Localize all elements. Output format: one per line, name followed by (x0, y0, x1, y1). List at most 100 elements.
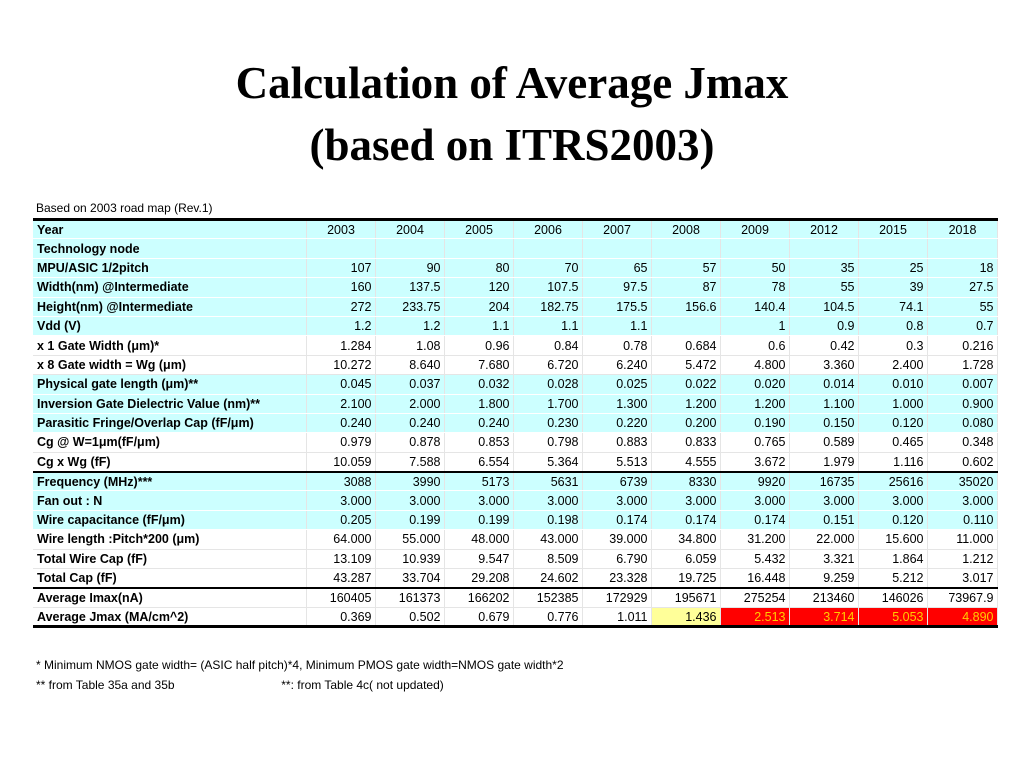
table-cell: 0.679 (444, 607, 514, 629)
table-cell: 1.116 (858, 452, 928, 473)
table-cell (651, 316, 721, 337)
table-cell: 16.448 (720, 568, 790, 589)
table-cell: 107 (306, 258, 376, 279)
table-cell: 0.853 (444, 432, 514, 453)
table-cell: 2.400 (858, 355, 928, 376)
table-row: Inversion Gate Dielectric Value (nm)** 2.… (33, 394, 998, 414)
table-cell: 204 (444, 297, 514, 317)
table-cell: 0.9 (789, 316, 859, 337)
table-cell: 0.798 (513, 432, 583, 453)
table-cell: 78 (720, 277, 790, 298)
table-cell: 39.000 (582, 529, 652, 550)
table-cell: 0.216 (927, 335, 998, 356)
table-cell: 33.704 (375, 568, 445, 589)
table-row: Cg @ W=1μm(fF/μm) 0.979 0.878 0.853 0.798 0.8… (33, 432, 998, 453)
table-cell: 1.284 (306, 335, 376, 356)
table-cell: 70 (513, 258, 583, 279)
table-cell: 0.199 (444, 510, 514, 531)
table-cell: 0.037 (375, 374, 445, 395)
slide-title: Calculation of Average Jmax (based on IT… (0, 52, 1024, 176)
table-cell: 43.000 (513, 529, 583, 550)
table-cell: 1.800 (444, 394, 514, 414)
table-cell: 5.212 (858, 568, 928, 589)
table-cell: 1 (720, 316, 790, 337)
table-cell: 0.198 (513, 510, 583, 531)
table-cell: 34.800 (651, 529, 721, 550)
table-cell: 275254 (720, 586, 790, 608)
table-cell: 0.025 (582, 374, 652, 395)
table-cell: 0.205 (306, 510, 376, 531)
table-row: Average Jmax (MA/cm^2) 0.369 0.502 0.679 0.7… (33, 607, 998, 629)
table-cell: 15.600 (858, 529, 928, 550)
table-row: Fan out : N 3.000 3.000 3.000 3.000 3.000 3.00… (33, 490, 998, 511)
table-cell: 120 (444, 277, 514, 298)
row-label: Physical gate length (μm)** (33, 374, 307, 395)
table-cell: 39 (858, 277, 928, 298)
table-cell: 3.000 (375, 490, 445, 511)
row-label: Frequency (MHz)*** (33, 470, 307, 492)
table-cell: 0.78 (582, 335, 652, 356)
table-cell: 3.714 (789, 607, 859, 629)
table-cell: 57 (651, 258, 721, 279)
table-cell: 0.230 (513, 413, 583, 434)
table-cell: 175.5 (582, 297, 652, 317)
table-cell: 5173 (444, 470, 514, 492)
table-cell: 3.000 (789, 490, 859, 511)
table-row: Total Wire Cap (fF) 13.109 10.939 9.547 8.50… (33, 549, 998, 570)
row-label: Inversion Gate Dielectric Value (nm)** (33, 394, 307, 414)
table-cell: 29.208 (444, 568, 514, 589)
table-row: x 1 Gate Width (μm)* 1.284 1.08 0.96 0.84 0.7… (33, 335, 998, 356)
table-cell: 64.000 (306, 529, 376, 550)
table-cell: 55 (927, 297, 998, 317)
table-row: Wire length :Pitch*200 (μm) 64.000 55.000 4… (33, 529, 998, 550)
table-cell: 6.720 (513, 355, 583, 376)
table-cell: 3.000 (927, 490, 998, 511)
table-cell (306, 238, 376, 259)
table-cell: 1.728 (927, 355, 998, 376)
table-row: Frequency (MHz)*** 3088 3990 5173 5631 6739 83… (33, 470, 998, 492)
table-cell: 6.554 (444, 452, 514, 473)
table-cell: 25616 (858, 470, 928, 492)
header-year: 2005 (444, 217, 514, 240)
table-cell: 10.939 (375, 549, 445, 570)
table-cell: 3.000 (444, 490, 514, 511)
table-cell: 43.287 (306, 568, 376, 589)
row-label: Average Jmax (MA/cm^2) (33, 607, 307, 629)
table-cell: 1.200 (651, 394, 721, 414)
table-cell: 50 (720, 258, 790, 279)
table-cell: 55.000 (375, 529, 445, 550)
table-cell: 0.502 (375, 607, 445, 629)
table-cell: 0.150 (789, 413, 859, 434)
table-cell: 25 (858, 258, 928, 279)
table-cell: 0.979 (306, 432, 376, 453)
table-cell: 1.000 (858, 394, 928, 414)
table-cell: 9.547 (444, 549, 514, 570)
table-cell: 0.190 (720, 413, 790, 434)
table-cell: 0.8 (858, 316, 928, 337)
table-cell: 5.053 (858, 607, 928, 629)
row-label: Height(nm) @Intermediate (33, 297, 307, 317)
table-cell: 18 (927, 258, 998, 279)
table-cell: 0.174 (582, 510, 652, 531)
table-cell: 22.000 (789, 529, 859, 550)
table-cell: 0.007 (927, 374, 998, 395)
table-cell: 11.000 (927, 529, 998, 550)
table-cell: 107.5 (513, 277, 583, 298)
table-cell: 0.028 (513, 374, 583, 395)
table-cell: 7.680 (444, 355, 514, 376)
table-cell: 0.589 (789, 432, 859, 453)
row-label: Average Imax(nA) (33, 586, 307, 608)
table-cell: 0.174 (651, 510, 721, 531)
table-cell: 160 (306, 277, 376, 298)
table-cell: 97.5 (582, 277, 652, 298)
table-row: x 8 Gate width = Wg (μm) 10.272 8.640 7.680… (33, 355, 998, 376)
table-cell: 8330 (651, 470, 721, 492)
table-cell: 2.000 (375, 394, 445, 414)
table-row: Width(nm) @Intermediate 160 137.5 120 107.5 9… (33, 277, 998, 298)
header-year: 2018 (927, 217, 998, 240)
table-cell: 1.1 (444, 316, 514, 337)
table-cell: 1.979 (789, 452, 859, 473)
row-label: Cg x Wg (fF) (33, 452, 307, 473)
table-cell: 0.684 (651, 335, 721, 356)
row-label: Wire capacitance (fF/μm) (33, 510, 307, 531)
